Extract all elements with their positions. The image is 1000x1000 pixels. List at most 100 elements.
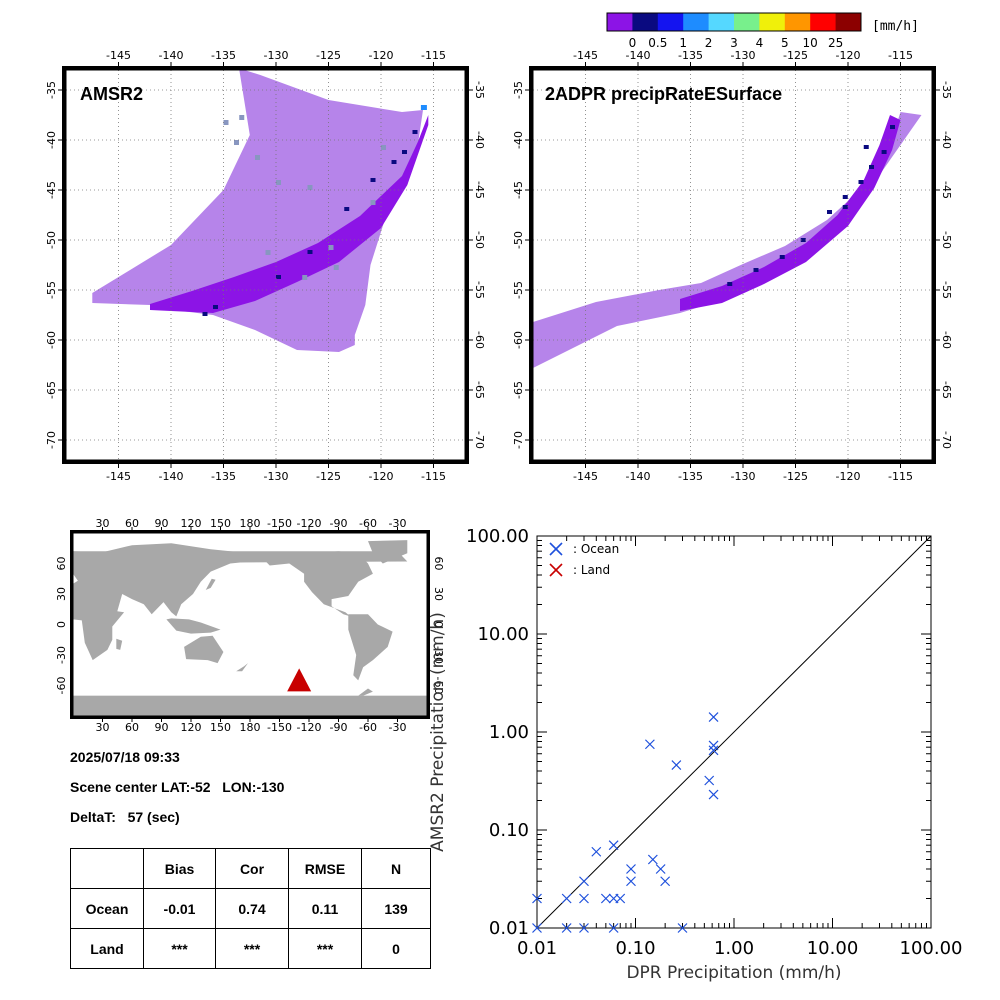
- amsr2-rain-cell: [402, 150, 407, 154]
- dpr-light-swath: [533, 112, 922, 368]
- border-bottom: [65, 460, 466, 464]
- stats-row-land: Land *** *** *** 0: [70, 928, 431, 969]
- data-point: [561, 893, 572, 904]
- border-left: [529, 66, 533, 464]
- dpr-rain-cell: [863, 145, 869, 149]
- data-point: [615, 893, 626, 904]
- dpr-panel-title: 2ADPR precipRateESurface: [545, 84, 782, 104]
- amsr2-gray-cell: [265, 250, 271, 255]
- continent-antarctica: [73, 695, 427, 716]
- lon-tick-label-bottom: -145: [573, 470, 598, 483]
- amsr2-gray-cell: [276, 180, 281, 185]
- legend-marker-icon: [549, 563, 563, 577]
- data-point: [608, 923, 619, 933]
- scatter-tick-labels: 0.01 0.10 1.00 10.00 100.00 0.01 0.10 1.00 10.00…: [466, 526, 962, 959]
- y-tick-label: 0.10: [489, 820, 529, 841]
- world-lon-tick-label-bottom: 60: [125, 721, 139, 734]
- data-point-stroke: [579, 923, 589, 933]
- data-point-stroke: [644, 739, 655, 750]
- scatter-plot: 0.01 0.10 1.00 10.00 100.00 0.01 0.10 1.00 10.00…: [428, 526, 962, 983]
- data-point: [626, 864, 636, 874]
- amsr2-rain-cell: [213, 305, 218, 309]
- scene-location-marker-icon: [287, 668, 312, 692]
- amsr2-rain-cell: [391, 160, 397, 164]
- lon-tick-label-bottom: -125: [783, 470, 808, 483]
- continent-madagascar: [116, 638, 123, 650]
- colorbar-tick-label: 0: [629, 36, 637, 50]
- stats-header-cell: Bias: [143, 848, 216, 889]
- data-point-stroke: [704, 775, 715, 786]
- legend-label: : Ocean: [573, 542, 619, 556]
- dpr-dark-swath: [680, 115, 901, 311]
- lat-tick-label-right: -50: [940, 231, 953, 249]
- delta-t-text: DeltaT: 57 (sec): [70, 809, 180, 825]
- colorbar-tick-label: 25: [828, 36, 843, 50]
- legend-label: : Land: [573, 563, 610, 577]
- world-lon-tick-label-bottom: -30: [389, 721, 407, 734]
- amsr2-gray-cell: [328, 245, 334, 250]
- data-point-stroke: [600, 893, 611, 904]
- dpr-rain-cell: [753, 268, 759, 272]
- world-lon-tick-label-bottom: -60: [359, 721, 377, 734]
- x-tick-label: 100.00: [900, 938, 963, 959]
- world-lon-tick-label-top: 90: [155, 517, 169, 530]
- amsr2-gray-cell: [223, 120, 229, 125]
- colorbar-tick-label: 0.5: [648, 36, 667, 50]
- data-point: [579, 893, 589, 904]
- lat-tick-label-left: -50: [45, 231, 58, 249]
- world-lon-tick-label-top: -60: [359, 517, 377, 530]
- data-point: [677, 923, 688, 933]
- data-point: [532, 923, 542, 933]
- lat-tick-label-left: -35: [45, 81, 58, 99]
- amsr2-gray-cell: [239, 115, 245, 120]
- lat-tick-label-right: -65: [940, 381, 953, 399]
- world-border-right: [427, 533, 430, 716]
- lon-tick-label-top: -125: [783, 49, 808, 62]
- lat-tick-label-left: -40: [512, 131, 525, 149]
- world-lon-tick-label-bottom: 150: [210, 721, 231, 734]
- amsr2-light-swath: [92, 70, 424, 352]
- data-point: [626, 876, 636, 887]
- lon-tick-label-top: -120: [836, 49, 861, 62]
- data-point-stroke: [708, 740, 719, 751]
- lon-tick-label-bottom: -115: [421, 470, 446, 483]
- data-point-stroke: [677, 923, 688, 933]
- lat-tick-label-right: -55: [940, 281, 953, 299]
- lon-tick-label-top: -115: [421, 49, 446, 62]
- swath-layer: [92, 70, 429, 352]
- lon-tick-label-top: -140: [159, 49, 184, 62]
- data-point: [579, 876, 589, 887]
- data-point-stroke: [608, 840, 619, 851]
- x-tick-label: 0.10: [615, 938, 655, 959]
- dpr-rain-cell: [727, 282, 733, 286]
- data-point-stroke: [615, 893, 626, 904]
- world-lon-tick-label-bottom: -90: [330, 721, 348, 734]
- world-lon-tick-label-bottom: 120: [181, 721, 202, 734]
- continent-eurasia-africa: [73, 543, 250, 661]
- dpr-rain-cell: [842, 195, 848, 199]
- scatter-ticks: [536, 536, 931, 929]
- amsr2-rain-cell: [202, 312, 208, 316]
- data-point: [591, 846, 602, 857]
- border-left: [62, 66, 66, 464]
- x-tick-label: 1.00: [714, 938, 754, 959]
- lat-tick-label-left: -45: [512, 181, 525, 199]
- data-point: [647, 854, 658, 865]
- lon-tick-label-top: -145: [106, 49, 131, 62]
- world-lon-tick-label-top: 120: [181, 517, 202, 530]
- border-right: [465, 66, 469, 464]
- lat-tick-label-left: -50: [512, 231, 525, 249]
- world-lon-tick-label-top: -30: [389, 517, 407, 530]
- world-lat-tick-label-right: -30: [432, 646, 445, 664]
- amsr2-gray-cell: [234, 140, 239, 145]
- data-point: [708, 789, 719, 800]
- continent-north-america: [261, 551, 373, 617]
- lon-tick-label-bottom: -140: [159, 470, 184, 483]
- data-point-stroke: [647, 854, 658, 865]
- world-lon-tick-label-top: -90: [330, 517, 348, 530]
- x-axis-label: DPR Precipitation (mm/h): [626, 963, 841, 983]
- lat-tick-label-left: -60: [45, 331, 58, 349]
- amsr2-gray-cell: [307, 185, 313, 190]
- data-point-stroke: [561, 923, 572, 933]
- data-point-stroke: [579, 876, 589, 887]
